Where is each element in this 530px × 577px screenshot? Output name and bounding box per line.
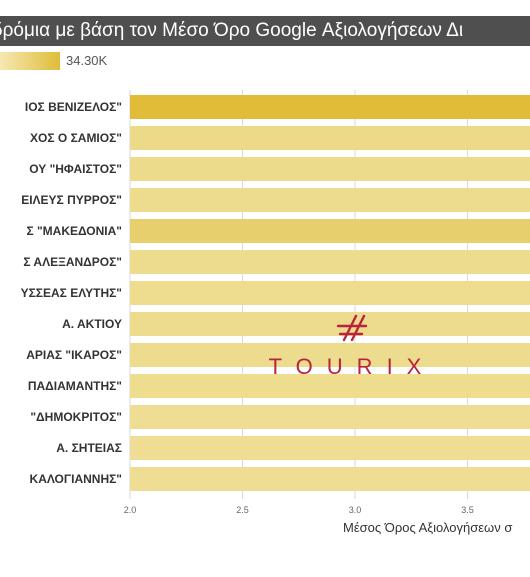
bar (130, 312, 530, 336)
category-label: Α. ΑΚΤΙΟΥ (62, 317, 122, 331)
category-label: Σ "ΜΑΚΕΔΟΝΙΑ" (26, 224, 122, 238)
x-tick-label: 3.5 (461, 505, 474, 515)
bar (130, 157, 530, 181)
color-scale-legend (0, 52, 60, 70)
category-label: "ΔΗΜΟΚΡΙΤΟΣ" (30, 410, 122, 424)
bar (130, 126, 530, 150)
tourix-logo-icon (336, 314, 368, 342)
category-label: Σ ΑΛΕΞΑΝΔΡΟΣ" (23, 255, 122, 269)
bar (130, 250, 530, 274)
category-label: Α. ΣΗΤΕΙΑΣ (56, 441, 122, 455)
category-label: ΙΟΣ ΒΕΝΙΖΕΛΟΣ" (25, 100, 122, 114)
x-axis-title: Μέσος Όρος Αξιολογήσεων σ (343, 520, 513, 535)
category-label: ΠΑΔΙΑΜΑΝΤΗΣ" (28, 379, 122, 393)
category-label: ΧΟΣ Ο ΣΑΜΙΟΣ" (30, 131, 122, 145)
tourix-watermark-text: TOURIX (269, 354, 436, 379)
bar (130, 188, 530, 212)
bar (130, 95, 530, 119)
category-label: ΥΣΣΕΑΣ ΕΛΥΤΗΣ" (21, 286, 122, 300)
legend-max-label: 34.30K (66, 53, 108, 68)
bar (130, 219, 530, 243)
x-tick-label: 2.0 (124, 505, 137, 515)
category-label: ΟΥ "ΗΦΑΙΣΤΟΣ" (29, 162, 122, 176)
chart-title-bar: δρόμια με βάση τον Μέσο Όρο Google Αξιολ… (0, 16, 530, 46)
bar (130, 405, 530, 429)
x-tick-label: 3.0 (349, 505, 362, 515)
bar (130, 436, 530, 460)
bar (130, 374, 530, 398)
bar (130, 281, 530, 305)
bar (130, 467, 530, 491)
x-tick-label: 2.5 (236, 505, 249, 515)
category-label: ΑΡΙΑΣ "ΙΚΑΡΟΣ" (26, 348, 122, 362)
category-label: ΚΑΛΟΓΙΑΝΝΗΣ" (30, 472, 122, 486)
category-label: ΕΙΛΕΥΣ ΠΥΡΡΟΣ" (21, 193, 122, 207)
chart-title: δρόμια με βάση τον Μέσο Όρο Google Αξιολ… (0, 20, 464, 41)
bar (130, 343, 530, 367)
